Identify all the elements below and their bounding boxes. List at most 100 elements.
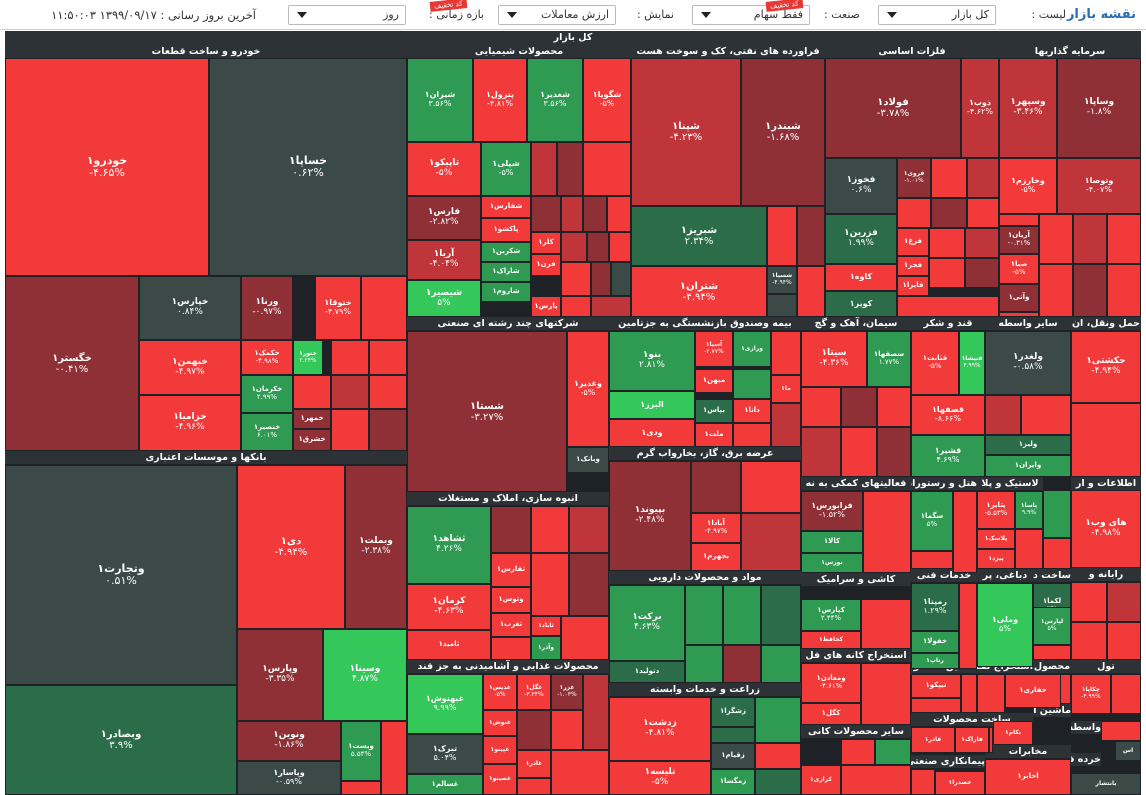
stock-tile[interactable] xyxy=(341,781,381,795)
stock-tile[interactable]: زمگسا۱ xyxy=(711,769,755,795)
stock-tile[interactable]: فخوز۱ ۰.۶% xyxy=(825,158,897,214)
stock-tile[interactable]: بنو۱ ۲.۸۱% xyxy=(609,331,695,391)
stock-tile[interactable] xyxy=(897,296,999,317)
stock-tile[interactable] xyxy=(583,142,631,196)
sector-header[interactable]: عرضه برق، گاز، بخارواب گرم xyxy=(609,447,801,460)
stock-tile[interactable] xyxy=(967,158,999,198)
stock-tile[interactable]: شاروم۱ xyxy=(481,282,531,302)
stock-tile[interactable]: وایران۱ xyxy=(985,455,1071,477)
stock-tile[interactable]: رتاپ۱ xyxy=(911,653,959,669)
stock-tile[interactable]: ثغرب۱ xyxy=(491,613,531,637)
sector-header[interactable]: مواد و محصولات دارویی xyxy=(609,571,801,584)
stock-tile[interactable] xyxy=(569,506,609,553)
stock-tile[interactable]: پترول۱ -۴.۸۱% xyxy=(473,58,527,142)
sector-header[interactable]: شرکتهای چند رشته ای صنعتی xyxy=(407,317,609,330)
stock-tile[interactable] xyxy=(755,697,801,743)
stock-tile[interactable]: سگما۱ ۵% xyxy=(911,491,953,551)
stock-tile[interactable] xyxy=(1043,538,1071,569)
stock-tile[interactable] xyxy=(989,727,993,753)
stock-tile[interactable] xyxy=(841,765,911,795)
stock-tile[interactable]: ومعادن۱ -۴.۶۱% xyxy=(801,663,861,703)
stock-tile[interactable] xyxy=(999,312,1039,317)
stock-tile[interactable] xyxy=(609,232,631,262)
stock-tile[interactable]: پیزد۱ xyxy=(977,549,1015,569)
stock-tile[interactable] xyxy=(723,645,761,683)
stock-tile[interactable] xyxy=(331,375,369,409)
stock-tile[interactable] xyxy=(861,599,911,649)
stock-tile[interactable]: وخارزم۱ -۵% xyxy=(999,158,1057,214)
stock-tile[interactable]: بانتشار xyxy=(1071,773,1141,795)
stock-tile[interactable] xyxy=(685,645,723,683)
stock-tile[interactable] xyxy=(1033,645,1071,660)
stock-tile[interactable]: آریان۱ -۰.۳۱% xyxy=(999,226,1039,254)
stock-tile[interactable]: اس xyxy=(1115,741,1141,761)
stock-tile[interactable] xyxy=(723,585,761,645)
stock-tile[interactable]: خصدرا۱ xyxy=(935,771,985,795)
sector-header[interactable]: انبوه سازی، املاک و مستغلات xyxy=(407,492,609,505)
stock-tile[interactable] xyxy=(771,331,801,375)
stock-tile[interactable] xyxy=(771,403,801,447)
stock-tile[interactable]: خکرمان۱ ۲.۹۹% xyxy=(241,375,293,413)
stock-tile[interactable]: دانا۱ xyxy=(733,399,771,423)
stock-tile[interactable] xyxy=(1107,264,1141,317)
sector-header[interactable]: بانکها و موسسات اعتباری xyxy=(5,451,407,464)
stock-tile[interactable]: های وب۱ -۴.۹۸% xyxy=(1071,490,1141,568)
stock-tile[interactable] xyxy=(861,663,911,725)
stock-tile[interactable]: فارس۱ -۲.۸۲% xyxy=(407,196,481,240)
list-select[interactable]: کل بازار xyxy=(878,5,996,25)
stock-tile[interactable] xyxy=(1107,582,1141,622)
stock-tile[interactable] xyxy=(369,340,407,375)
stock-tile[interactable]: وپارس۱ -۳.۳۵% xyxy=(237,629,323,721)
stock-tile[interactable]: دتولید۱ xyxy=(609,661,685,683)
stock-tile[interactable] xyxy=(911,551,953,569)
stock-tile[interactable] xyxy=(591,296,631,317)
stock-tile[interactable] xyxy=(711,727,755,743)
stock-tile[interactable] xyxy=(761,585,801,645)
stock-tile[interactable] xyxy=(911,769,935,795)
sector-header[interactable]: رایانه و xyxy=(1071,568,1141,581)
stock-tile[interactable] xyxy=(561,296,591,317)
stock-tile[interactable]: ورازی۱ xyxy=(733,331,771,367)
stock-tile[interactable]: وبانک۱ xyxy=(567,447,609,473)
stock-tile[interactable]: ولیز۱ xyxy=(985,435,1071,455)
stock-tile[interactable] xyxy=(1071,403,1141,477)
stock-tile[interactable]: فجر۱ xyxy=(897,256,929,276)
stock-tile[interactable]: وپاسار۱ -۰.۵۹% xyxy=(237,761,341,795)
stock-tile[interactable] xyxy=(965,258,999,288)
stock-tile[interactable]: بکام۱ xyxy=(993,721,1033,745)
stock-tile[interactable]: ونوین۱ -۱.۸۶% xyxy=(237,721,341,761)
stock-tile[interactable]: البرز۱ xyxy=(609,391,695,419)
stock-tile[interactable] xyxy=(551,710,583,750)
stock-tile[interactable]: پاسا۱ ۹.۹% xyxy=(1015,491,1043,529)
stock-tile[interactable] xyxy=(999,214,1039,226)
stock-tile[interactable] xyxy=(841,387,877,427)
stock-tile[interactable]: شگویا۱ -۵% xyxy=(583,58,631,142)
stock-tile[interactable] xyxy=(767,294,797,317)
stock-tile[interactable]: صبا۱ -۵% xyxy=(999,254,1039,284)
period-select[interactable]: روز xyxy=(288,5,406,25)
stock-tile[interactable] xyxy=(561,616,609,660)
stock-tile[interactable] xyxy=(491,506,531,553)
stock-tile[interactable]: خزامیا۱ -۴.۹۶% xyxy=(139,395,241,451)
stock-tile[interactable] xyxy=(877,427,911,477)
stock-tile[interactable]: غاذر۱ xyxy=(517,750,551,778)
stock-tile[interactable]: کرازی۱ xyxy=(801,765,841,795)
stock-tile[interactable]: تبرک۱ ۵.۰۴% xyxy=(407,734,483,774)
stock-tile[interactable] xyxy=(1101,721,1141,741)
stock-tile[interactable] xyxy=(875,739,911,765)
stock-tile[interactable]: شفارس۱ xyxy=(481,196,531,218)
stock-tile[interactable]: خمهر۱ xyxy=(293,409,331,429)
sector-header[interactable]: خودرو و ساخت قطعات xyxy=(5,45,407,58)
stock-tile[interactable] xyxy=(965,228,999,258)
stock-tile[interactable]: کویر۱ xyxy=(825,291,897,317)
stock-tile[interactable] xyxy=(557,142,583,196)
stock-tile[interactable] xyxy=(911,698,961,713)
stock-tile[interactable]: حفاری۱ xyxy=(1005,674,1061,708)
stock-tile[interactable]: شپنا۱ -۴.۲۳% xyxy=(631,58,741,206)
stock-tile[interactable] xyxy=(587,232,609,262)
stock-tile[interactable] xyxy=(583,196,607,232)
stock-tile[interactable]: وسینا۱ ۴.۸۷% xyxy=(323,629,407,721)
display-select[interactable]: ارزش معاملات xyxy=(498,5,616,25)
stock-tile[interactable] xyxy=(877,387,911,427)
stock-tile[interactable] xyxy=(841,427,877,477)
